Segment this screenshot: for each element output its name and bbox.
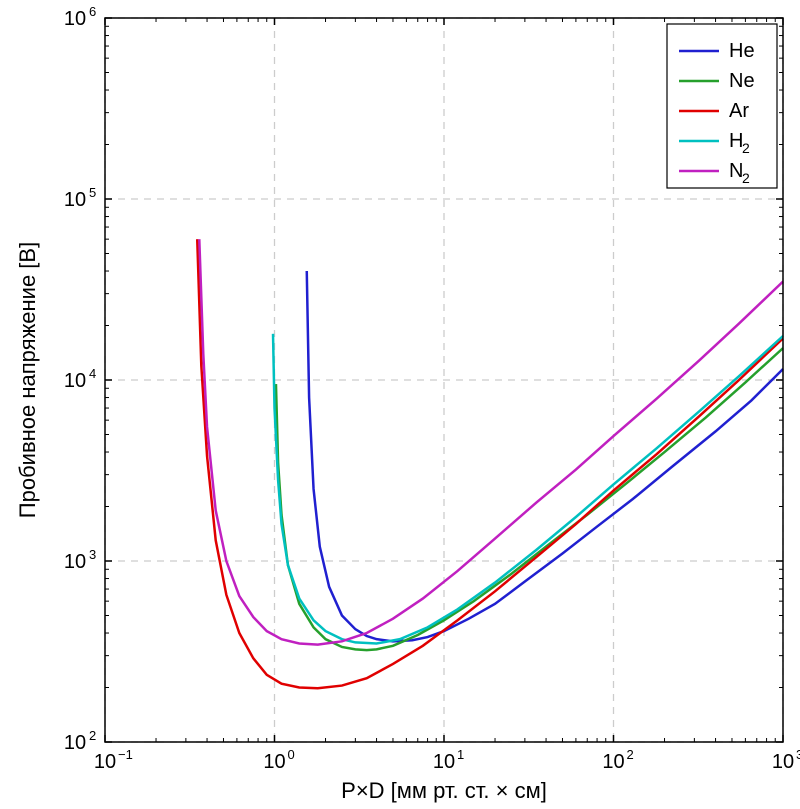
svg-text:3: 3 (89, 547, 96, 562)
legend-label: He (729, 40, 755, 62)
svg-text:10: 10 (64, 8, 86, 30)
svg-text:1: 1 (457, 747, 464, 762)
legend: HeNeArH2N2 (667, 24, 777, 188)
svg-text:2: 2 (742, 140, 750, 156)
svg-text:10: 10 (772, 751, 794, 773)
svg-text:3: 3 (796, 747, 800, 762)
svg-text:0: 0 (288, 747, 295, 762)
legend-label: Ne (729, 70, 755, 92)
svg-text:6: 6 (89, 4, 96, 19)
svg-text:10: 10 (94, 751, 116, 773)
svg-text:10: 10 (263, 751, 285, 773)
svg-text:10: 10 (433, 751, 455, 773)
svg-text:10: 10 (64, 732, 86, 754)
legend-label: Ar (729, 100, 749, 122)
chart-svg: 10−1100101102103102103104105106P×D [мм р… (0, 0, 800, 809)
svg-text:2: 2 (627, 747, 634, 762)
svg-text:4: 4 (89, 366, 96, 381)
svg-text:10: 10 (602, 751, 624, 773)
svg-text:10: 10 (64, 189, 86, 211)
legend-box (667, 24, 777, 188)
svg-text:2: 2 (742, 170, 750, 186)
y-axis-label: Пробивное напряжение [В] (15, 242, 40, 518)
x-axis-label: P×D [мм рт. ст. × см] (341, 778, 547, 803)
svg-text:10: 10 (64, 370, 86, 392)
paschen-chart: 10−1100101102103102103104105106P×D [мм р… (0, 0, 800, 809)
svg-text:−1: −1 (118, 747, 133, 762)
svg-text:5: 5 (89, 185, 96, 200)
svg-text:10: 10 (64, 551, 86, 573)
svg-text:2: 2 (89, 728, 96, 743)
